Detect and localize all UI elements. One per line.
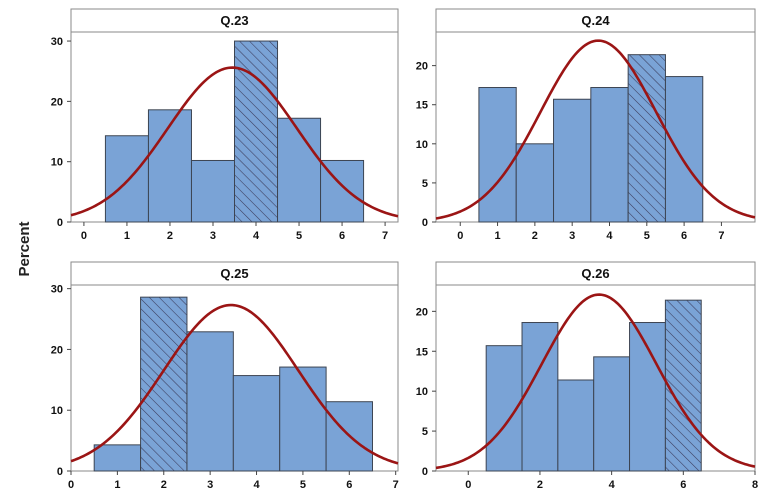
y-tick-label: 30 bbox=[51, 284, 63, 296]
x-tick-label: 5 bbox=[296, 230, 302, 242]
bar bbox=[557, 379, 595, 472]
panel-title: Q.24 bbox=[581, 13, 610, 28]
bar bbox=[593, 356, 631, 472]
x-tick-label: 6 bbox=[339, 230, 345, 242]
normal-fit-curve bbox=[435, 293, 756, 470]
x-tick-label: 3 bbox=[210, 230, 216, 242]
bar bbox=[277, 117, 322, 223]
bar bbox=[590, 87, 629, 223]
bar bbox=[279, 366, 327, 472]
y-tick-label: 5 bbox=[422, 426, 428, 438]
panel-title: Q.26 bbox=[581, 266, 609, 281]
y-tick-label: 10 bbox=[51, 157, 63, 169]
y-tick-label: 5 bbox=[422, 178, 428, 190]
panel-1: Q.23 0 10 20 30 0 1 2 3 4 5 6 7 bbox=[51, 8, 399, 242]
normal-fit-curve bbox=[70, 66, 399, 218]
x-tick-label: 0 bbox=[68, 479, 74, 491]
x-tick-label: 5 bbox=[300, 479, 306, 491]
x-tick-label: 3 bbox=[207, 479, 213, 491]
panel-4: Q.26 0 5 10 15 20 0 2 4 6 8 bbox=[416, 261, 758, 491]
normal-fit-curve bbox=[435, 39, 756, 220]
x-tick-label: 4 bbox=[253, 479, 260, 491]
y-tick-label: 15 bbox=[416, 346, 428, 358]
x-tick-label: 7 bbox=[718, 230, 724, 242]
bar-hatched bbox=[234, 40, 279, 223]
bar bbox=[232, 375, 281, 472]
y-tick-label: 30 bbox=[51, 36, 63, 48]
x-tick-label: 4 bbox=[609, 479, 616, 491]
bar-hatched bbox=[664, 299, 702, 472]
x-tick-label: 1 bbox=[114, 479, 120, 491]
x-tick-label: 5 bbox=[644, 230, 650, 242]
bar bbox=[478, 87, 517, 223]
x-tick-label: 1 bbox=[124, 230, 130, 242]
bar bbox=[147, 109, 192, 223]
x-tick-label: 6 bbox=[680, 479, 686, 491]
bar bbox=[186, 331, 234, 472]
y-tick-label: 20 bbox=[416, 61, 428, 73]
x-tick-label: 2 bbox=[167, 230, 173, 242]
bar bbox=[93, 444, 142, 472]
x-tick-label: 4 bbox=[253, 230, 260, 242]
x-tick-label: 0 bbox=[457, 230, 463, 242]
x-tick-label: 0 bbox=[465, 479, 471, 491]
x-tick-label: 6 bbox=[346, 479, 352, 491]
bar-hatched bbox=[627, 54, 666, 223]
bar bbox=[104, 135, 149, 223]
y-tick-label: 10 bbox=[416, 139, 428, 151]
x-tick-label: 2 bbox=[537, 479, 543, 491]
bar bbox=[553, 98, 592, 223]
panel-title: Q.23 bbox=[220, 13, 248, 28]
bar bbox=[664, 76, 704, 223]
x-tick-label: 0 bbox=[81, 230, 87, 242]
x-tick-label: 2 bbox=[161, 479, 167, 491]
bar bbox=[190, 159, 235, 223]
x-tick-label: 1 bbox=[494, 230, 500, 242]
y-axis-label: Percent bbox=[16, 221, 33, 276]
panel-3: Q.25 0 10 20 30 0 1 2 3 4 5 6 7 bbox=[51, 261, 399, 491]
bar bbox=[515, 143, 555, 223]
y-tick-label: 10 bbox=[416, 386, 428, 398]
x-tick-label: 3 bbox=[569, 230, 575, 242]
y-tick-label: 0 bbox=[422, 466, 428, 478]
y-tick-label: 0 bbox=[422, 217, 428, 229]
y-tick-label: 0 bbox=[57, 217, 63, 229]
panel-2: Q.24 0 5 10 15 20 0 1 2 3 4 5 6 7 bbox=[416, 8, 756, 242]
x-tick-label: 8 bbox=[752, 479, 758, 491]
x-tick-label: 7 bbox=[382, 230, 388, 242]
x-tick-label: 4 bbox=[606, 230, 613, 242]
y-tick-label: 10 bbox=[51, 405, 63, 417]
y-tick-label: 20 bbox=[51, 96, 63, 108]
y-tick-label: 20 bbox=[416, 306, 428, 318]
panel-title: Q.25 bbox=[220, 266, 248, 281]
y-tick-label: 20 bbox=[51, 344, 63, 356]
y-tick-label: 15 bbox=[416, 100, 428, 112]
y-tick-label: 0 bbox=[57, 466, 63, 478]
x-tick-label: 6 bbox=[681, 230, 687, 242]
x-tick-label: 2 bbox=[532, 230, 538, 242]
bar-hatched bbox=[140, 296, 188, 472]
normal-fit-curve bbox=[70, 303, 399, 465]
x-tick-label: 7 bbox=[393, 479, 399, 491]
